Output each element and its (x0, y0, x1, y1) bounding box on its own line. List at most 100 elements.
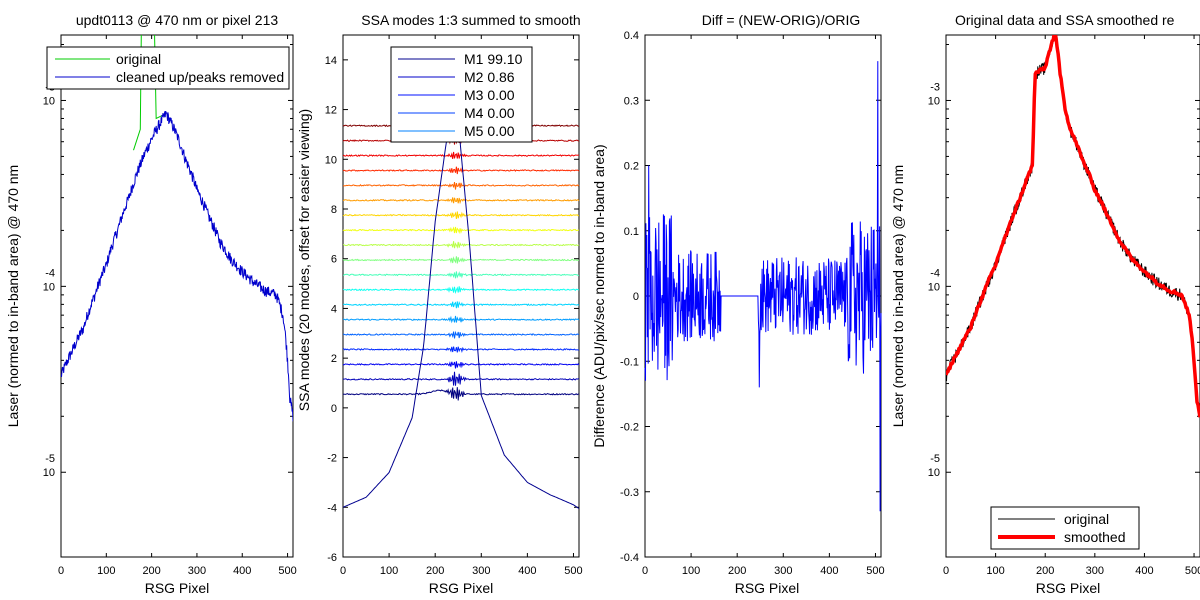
x-tick-label: 200 (142, 565, 160, 577)
y-ticks: -0.4 -0.3 -0.2 -0.1 0 0.1 0.2 0.3 0.4 (620, 30, 881, 564)
x-tick-label: 300 (1086, 565, 1104, 577)
mode-lines (342, 120, 580, 509)
mode-line (342, 166, 580, 175)
y-axis-label: Laser (normed to in-band area) @ 470 nm (5, 165, 21, 427)
legend-entries: M1 99.10 M2 0.86 M3 0.00 M4 0.00 M5 0.00 (398, 51, 523, 139)
y-tick-label: 10 (928, 281, 940, 293)
plot-frame (945, 34, 1200, 558)
legend-label-original: original (1064, 511, 1109, 527)
y-tick-label: 0.3 (624, 95, 639, 107)
legend-label: M3 0.00 (464, 87, 515, 103)
legend-label-cleaned: cleaned up/peaks removed (116, 69, 284, 85)
y-tick-label: 0 (633, 291, 639, 303)
series-lines (61, 35, 293, 422)
y-tick-label: 10 (325, 154, 337, 166)
legend-box (990, 506, 1140, 550)
mode-line (342, 241, 580, 249)
difference-line (644, 61, 882, 512)
y-tick-label: -4 (327, 502, 337, 514)
y-tick-label: -0.2 (620, 422, 639, 434)
y-axis-label: Difference (ADU/pix/sec normed to in-ban… (591, 144, 607, 447)
x-tick-label: 400 (820, 565, 838, 577)
mode-line (342, 361, 580, 369)
y-ticks: 10 -3 10 -4 10 -5 (928, 44, 1200, 479)
y-tick-label: 0.2 (624, 161, 639, 173)
y-tick-label: 4 (331, 303, 337, 315)
legend-label: M2 0.86 (464, 69, 515, 85)
legend: M1 99.10 M2 0.86 M3 0.00 M4 0.00 M5 0.00 (390, 46, 533, 143)
panel-title: SSA modes 1:3 summed to smooth (361, 12, 580, 28)
mode-line (343, 300, 580, 309)
y-tick-label: 6 (331, 254, 337, 266)
y-tick-label: 0.4 (624, 30, 639, 42)
y-tick-label: 10 (43, 95, 55, 107)
y-tick-exponent: -5 (930, 453, 940, 465)
x-tick-label: 100 (986, 565, 1004, 577)
x-tick-label: 300 (774, 565, 792, 577)
legend: original cleaned up/peaks removed (46, 46, 290, 90)
mode-line (342, 286, 580, 295)
y-tick-label: -0.4 (620, 552, 639, 564)
y-tick-label: 8 (331, 204, 337, 216)
y-tick-exponent: -4 (45, 267, 55, 279)
x-tick-label: 200 (728, 565, 746, 577)
mode-line (342, 271, 580, 279)
series-line-smoothed (946, 35, 1200, 418)
panel-ssa-modes: SSA modes 1:3 summed to smooth RSG Pixel… (296, 12, 583, 596)
y-tick-label: -0.3 (620, 487, 639, 499)
panel-title: updt0113 @ 470 nm or pixel 213 (76, 12, 279, 28)
x-tick-label: 0 (943, 565, 949, 577)
y-axis-label: Laser (normed to in-band area) @ 470 nm (890, 165, 906, 427)
x-axis-label: RSG Pixel (429, 580, 494, 596)
panel-smoothed: Original data and SSA smoothed re RSG Pi… (890, 12, 1200, 596)
y-tick-exponent: -5 (45, 453, 55, 465)
x-tick-label: 500 (278, 565, 296, 577)
x-tick-label: 0 (340, 565, 346, 577)
x-tick-label: 100 (682, 565, 700, 577)
x-tick-label: 500 (866, 565, 884, 577)
x-axis-label: RSG Pixel (1036, 580, 1101, 596)
y-tick-exponent: -4 (930, 267, 940, 279)
y-tick-label: 10 (43, 467, 55, 479)
panel-title: Diff = (NEW-ORIG)/ORIG (702, 12, 861, 28)
x-ticks: 0 100 200 300 400 500 (58, 35, 297, 577)
y-tick-label: 12 (325, 105, 337, 117)
y-tick-label: 10 (43, 281, 55, 293)
panel-title: Original data and SSA smoothed re (955, 12, 1175, 28)
x-tick-label: 500 (1185, 565, 1200, 577)
mode-line (342, 346, 580, 354)
mode-line (342, 182, 580, 190)
x-tick-label: 400 (233, 565, 251, 577)
plot-frame (60, 34, 294, 558)
x-tick-label: 400 (518, 565, 536, 577)
y-tick-label: 10 (928, 95, 940, 107)
x-ticks: 0 100 200 300 400 500 (943, 35, 1200, 577)
series-lines (946, 35, 1200, 418)
x-tick-label: 0 (58, 565, 64, 577)
legend-box (46, 46, 290, 90)
y-tick-label: 0.1 (624, 226, 639, 238)
x-ticks: 0 100 200 300 400 500 (642, 35, 885, 577)
y-axis-label: SSA modes (20 modes, offset for easier v… (296, 109, 312, 411)
legend-label: M5 0.00 (464, 123, 515, 139)
mode-line (342, 330, 580, 339)
mode-line (342, 315, 580, 324)
x-tick-label: 200 (1036, 565, 1054, 577)
x-tick-label: 200 (426, 565, 444, 577)
legend-label-smoothed: smoothed (1064, 529, 1125, 545)
x-axis-label: RSG Pixel (145, 580, 210, 596)
x-tick-label: 0 (642, 565, 648, 577)
y-tick-exponent: -3 (930, 81, 940, 93)
y-ticks: -6 -4 -2 0 2 4 6 8 10 12 14 (325, 55, 579, 564)
x-tick-label: 400 (1135, 565, 1153, 577)
legend-label-original: original (116, 51, 161, 67)
x-tick-label: 300 (472, 565, 490, 577)
x-tick-label: 100 (380, 565, 398, 577)
y-tick-label: -0.1 (620, 356, 639, 368)
panel-difference: Diff = (NEW-ORIG)/ORIG RSG Pixel Differe… (591, 12, 885, 596)
series-line-cleaned (61, 110, 293, 422)
legend-label: M4 0.00 (464, 105, 515, 121)
legend-label: M1 99.10 (464, 51, 523, 67)
legend: original smoothed (990, 506, 1140, 550)
